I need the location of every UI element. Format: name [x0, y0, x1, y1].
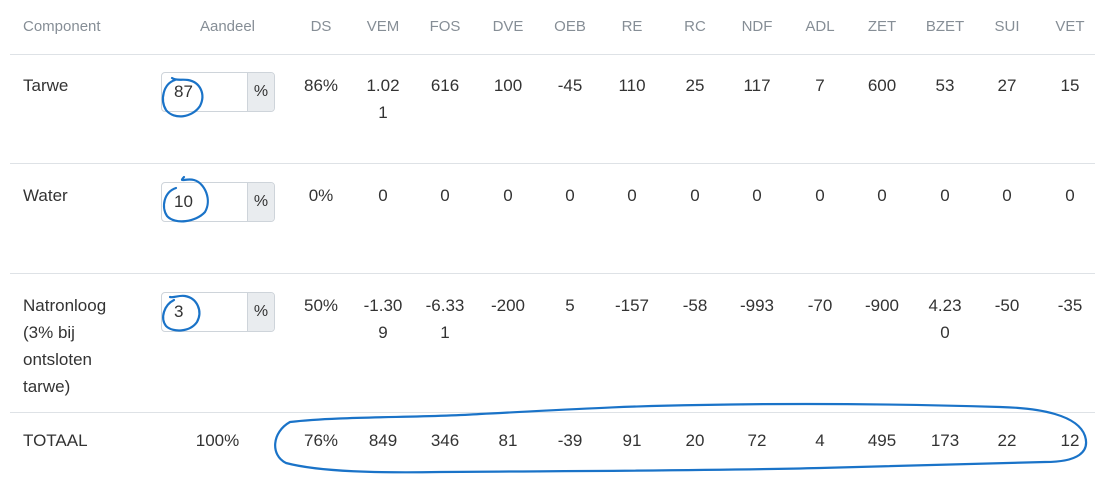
- header-vem: VEM: [366, 18, 400, 35]
- value-adl: 7: [815, 76, 825, 95]
- value-adl: 0: [815, 186, 825, 205]
- value-vem: -1.309: [363, 296, 403, 342]
- aandeel-input[interactable]: [162, 73, 247, 111]
- total-ds: 76%: [303, 431, 339, 450]
- value-ndf: 0: [752, 186, 762, 205]
- aandeel-input-group: %: [161, 182, 275, 222]
- header-vet: VET: [1055, 18, 1085, 35]
- value-rc: 25: [685, 76, 705, 95]
- component-name: Natronloog (3% bij ontsloten tarwe): [23, 296, 107, 396]
- header-ds: DS: [310, 18, 332, 35]
- value-zet: -900: [864, 296, 900, 315]
- header-sui: SUI: [994, 18, 1020, 35]
- header-oeb: OEB: [554, 18, 586, 35]
- aandeel-input[interactable]: [162, 293, 247, 331]
- value-ds: 50%: [303, 296, 339, 315]
- value-fos: 0: [440, 186, 450, 205]
- value-fos: -6.331: [425, 296, 465, 342]
- table-row: Tarwe % 86% 1.021 616 100 -45 110 25 117…: [10, 54, 1095, 164]
- total-rc: 20: [685, 431, 705, 450]
- value-bzet: 53: [935, 76, 955, 95]
- value-adl: -70: [807, 296, 833, 315]
- percent-addon: %: [247, 183, 274, 221]
- total-zet: 495: [867, 431, 897, 450]
- aandeel-input-group: %: [161, 72, 275, 112]
- value-vem: 0: [378, 186, 388, 205]
- value-vet: -35: [1057, 296, 1083, 315]
- total-vet: 12: [1060, 431, 1080, 450]
- value-ndf: 117: [743, 76, 771, 95]
- value-zet: 600: [867, 76, 897, 95]
- header-ndf: NDF: [741, 18, 773, 35]
- value-vem: 1.021: [366, 76, 400, 122]
- value-ndf: -993: [739, 296, 775, 315]
- value-sui: -50: [994, 296, 1020, 315]
- header-rc: RC: [684, 18, 706, 35]
- header-dve: DVE: [492, 18, 524, 35]
- header-component: Component: [23, 18, 101, 35]
- total-row: TOTAAL 100% 76% 849 346 81 -39 91 20 72 …: [10, 413, 1095, 478]
- value-oeb: 5: [565, 296, 575, 315]
- table-row: Natronloog (3% bij ontsloten tarwe) % 50…: [10, 274, 1095, 413]
- total-bzet: 173: [930, 431, 960, 450]
- header-adl: ADL: [805, 18, 835, 35]
- value-bzet: 0: [940, 186, 950, 205]
- value-dve: -200: [490, 296, 526, 315]
- value-zet: 0: [877, 186, 887, 205]
- header-bzet: BZET: [925, 18, 965, 35]
- table-header: Component Aandeel DS VEM FOS DVE OEB RE …: [10, 0, 1095, 55]
- percent-addon: %: [247, 293, 274, 331]
- total-aandeel: 100%: [195, 431, 240, 450]
- header-zet: ZET: [867, 18, 897, 35]
- value-re: -157: [614, 296, 650, 315]
- header-aandeel: Aandeel: [199, 18, 256, 35]
- total-vem: 849: [368, 431, 398, 450]
- header-re: RE: [621, 18, 643, 35]
- value-re: 110: [618, 76, 646, 95]
- value-vet: 0: [1065, 186, 1075, 205]
- value-rc: 0: [690, 186, 700, 205]
- total-dve: 81: [498, 431, 518, 450]
- table-row: Water % 0% 0 0 0 0 0 0 0 0 0 0 0 0: [10, 164, 1095, 274]
- value-fos: 616: [430, 76, 460, 95]
- total-sui: 22: [997, 431, 1017, 450]
- total-ndf: 72: [747, 431, 767, 450]
- total-fos: 346: [430, 431, 460, 450]
- value-sui: 27: [997, 76, 1017, 95]
- value-rc: -58: [682, 296, 708, 315]
- value-vet: 15: [1060, 76, 1080, 95]
- value-dve: 0: [503, 186, 513, 205]
- value-sui: 0: [1002, 186, 1012, 205]
- value-dve: 100: [493, 76, 523, 95]
- value-oeb: 0: [565, 186, 575, 205]
- value-ds: 86%: [303, 76, 339, 95]
- value-re: 0: [627, 186, 637, 205]
- total-re: 91: [622, 431, 642, 450]
- component-name: Tarwe: [23, 76, 69, 95]
- value-ds: 0%: [308, 186, 334, 205]
- aandeel-input-group: %: [161, 292, 275, 332]
- total-adl: 4: [815, 431, 825, 450]
- component-name: Water: [23, 186, 68, 205]
- aandeel-input[interactable]: [162, 183, 247, 221]
- value-oeb: -45: [557, 76, 583, 95]
- value-bzet: 4.230: [928, 296, 962, 342]
- percent-addon: %: [247, 73, 274, 111]
- total-label: TOTAAL: [23, 431, 88, 450]
- total-oeb: -39: [557, 431, 583, 450]
- header-fos: FOS: [429, 18, 461, 35]
